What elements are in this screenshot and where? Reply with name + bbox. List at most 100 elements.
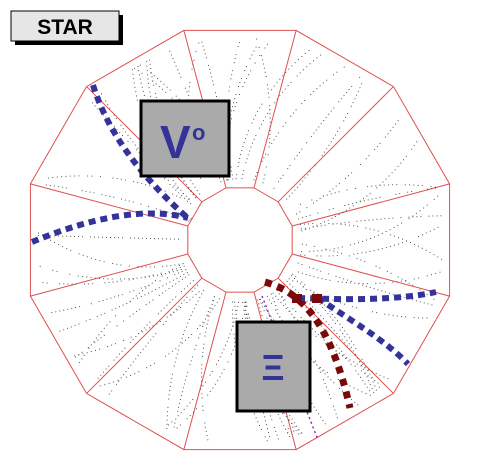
hit bbox=[120, 280, 122, 282]
hit bbox=[248, 130, 249, 132]
hit bbox=[384, 313, 386, 315]
hit bbox=[436, 215, 438, 217]
hit bbox=[107, 278, 109, 280]
hit bbox=[344, 330, 346, 332]
hit bbox=[369, 373, 371, 375]
hit bbox=[78, 253, 80, 255]
hit bbox=[338, 183, 340, 185]
hit bbox=[348, 255, 350, 257]
hit bbox=[148, 292, 149, 294]
hit bbox=[122, 304, 124, 306]
hit bbox=[301, 281, 303, 283]
hit bbox=[188, 95, 190, 96]
hit bbox=[392, 281, 394, 283]
hit bbox=[189, 402, 191, 404]
hit bbox=[234, 106, 236, 108]
hit bbox=[207, 311, 209, 312]
hit bbox=[364, 383, 366, 385]
hit bbox=[347, 113, 349, 115]
hit bbox=[375, 265, 377, 267]
hit bbox=[231, 174, 233, 176]
hit bbox=[119, 353, 120, 355]
hit bbox=[164, 190, 166, 192]
hit bbox=[78, 175, 80, 177]
hit bbox=[87, 175, 89, 177]
hit bbox=[304, 254, 306, 256]
hit bbox=[46, 282, 48, 284]
hit bbox=[51, 312, 53, 313]
hit bbox=[100, 314, 102, 316]
hit bbox=[373, 288, 375, 290]
hit bbox=[357, 226, 359, 227]
hit bbox=[133, 82, 135, 84]
hit bbox=[178, 72, 180, 74]
hit bbox=[152, 299, 154, 301]
hit bbox=[317, 334, 319, 335]
hit bbox=[183, 383, 185, 385]
hit bbox=[58, 235, 60, 237]
hit bbox=[368, 369, 369, 371]
hit bbox=[111, 344, 113, 346]
hit bbox=[85, 320, 87, 322]
hit bbox=[324, 151, 325, 153]
hit bbox=[82, 353, 84, 355]
hit bbox=[325, 279, 327, 280]
hit bbox=[292, 280, 294, 282]
hit bbox=[130, 237, 131, 239]
hit bbox=[59, 283, 61, 285]
hit bbox=[90, 236, 91, 238]
hit bbox=[195, 304, 197, 306]
hit bbox=[276, 98, 278, 100]
hit bbox=[393, 235, 395, 237]
hit bbox=[207, 315, 209, 317]
hit bbox=[118, 237, 119, 239]
hit bbox=[429, 230, 431, 232]
hit bbox=[67, 283, 69, 285]
hit bbox=[389, 292, 390, 294]
hit bbox=[230, 78, 232, 80]
hit bbox=[230, 114, 232, 116]
hit bbox=[333, 248, 335, 250]
hit bbox=[198, 337, 200, 339]
hit bbox=[230, 329, 232, 331]
hit bbox=[105, 117, 107, 119]
hit bbox=[238, 42, 240, 43]
hit bbox=[226, 341, 228, 343]
hit bbox=[301, 230, 303, 232]
hit bbox=[237, 46, 239, 47]
hit bbox=[108, 393, 110, 395]
hit bbox=[161, 274, 162, 275]
hit bbox=[150, 68, 152, 69]
hit bbox=[198, 291, 200, 293]
hit bbox=[369, 384, 371, 386]
hit bbox=[62, 235, 64, 237]
hit bbox=[387, 133, 389, 135]
hit bbox=[140, 287, 142, 289]
hit bbox=[245, 301, 246, 303]
hit bbox=[61, 186, 63, 188]
hit bbox=[236, 174, 238, 176]
hit bbox=[369, 286, 371, 288]
hit bbox=[169, 272, 170, 274]
hit bbox=[352, 102, 354, 104]
hit bbox=[392, 293, 394, 295]
hit bbox=[205, 430, 207, 432]
hit bbox=[70, 326, 72, 328]
hit bbox=[285, 303, 287, 305]
hit bbox=[322, 306, 324, 308]
hit bbox=[342, 332, 343, 334]
hit bbox=[183, 274, 185, 275]
hit bbox=[377, 249, 379, 251]
hit bbox=[357, 389, 359, 391]
hit bbox=[162, 88, 164, 90]
hit bbox=[287, 85, 289, 87]
hit bbox=[319, 367, 321, 368]
hit bbox=[98, 301, 100, 303]
hit bbox=[237, 305, 239, 307]
hit bbox=[349, 207, 351, 209]
hit bbox=[348, 343, 350, 345]
hit bbox=[181, 337, 183, 339]
hit bbox=[251, 122, 253, 124]
hit bbox=[174, 264, 176, 266]
hit bbox=[142, 237, 143, 239]
